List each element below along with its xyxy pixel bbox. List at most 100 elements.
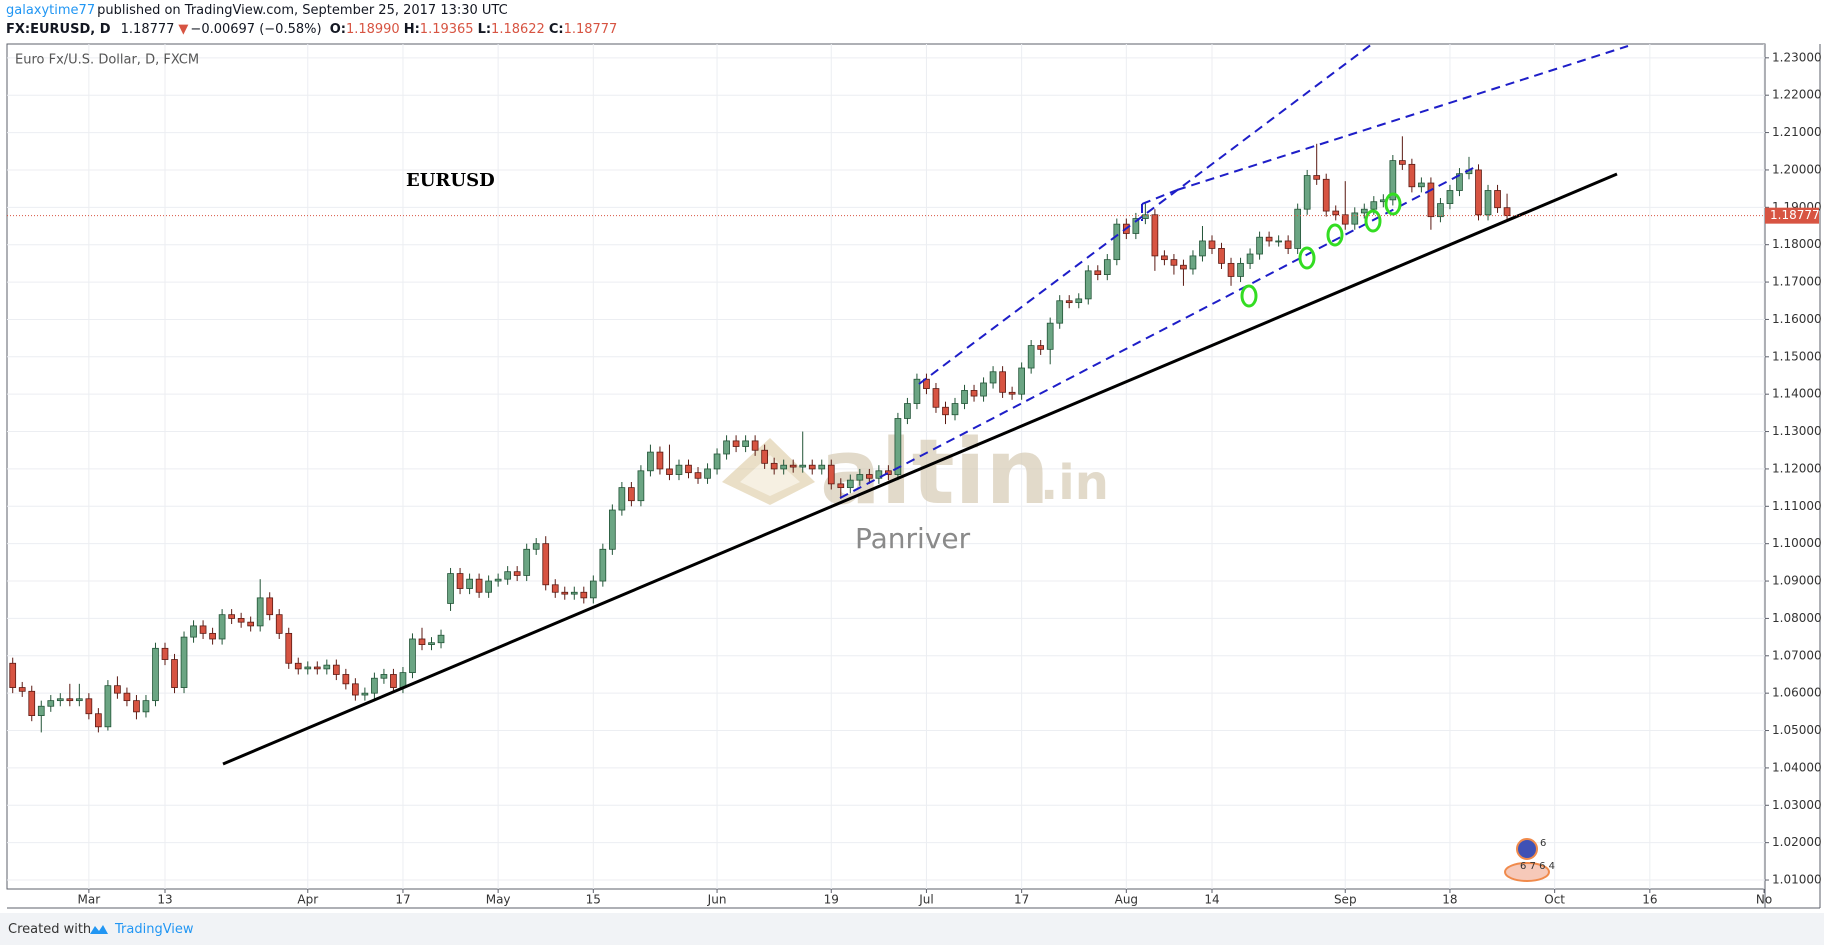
candle-body: [1151, 214, 1159, 257]
candle-body: [894, 418, 902, 475]
candle-body: [37, 705, 45, 716]
ohlc: O:1.18990 H:1.19365 L:1.18622 C:1.18777: [330, 22, 622, 37]
candle-body: [1437, 203, 1444, 218]
footer-brand[interactable]: TradingView: [115, 922, 194, 937]
candle-body: [513, 571, 521, 576]
x-tick-label: 18: [1442, 893, 1457, 907]
x-tick-label: 13: [157, 893, 172, 907]
candle-body: [1199, 240, 1206, 257]
candle-body: [114, 685, 121, 694]
candle-body: [761, 449, 768, 464]
candle-body: [304, 666, 312, 670]
touch-circle: [1326, 223, 1344, 247]
candle-body: [152, 647, 159, 702]
author[interactable]: galaxytime77: [6, 3, 96, 18]
y-tick-label: 1.04000: [1772, 760, 1822, 774]
candle-body: [218, 614, 226, 640]
candle-body: [999, 371, 1006, 393]
candle-body: [751, 440, 759, 451]
candle-body: [675, 464, 683, 475]
candle-body: [1389, 160, 1397, 201]
watermark-suffix: .in: [1040, 455, 1109, 511]
touch-circle: [1384, 192, 1402, 216]
candle-body: [637, 470, 645, 502]
candle-body: [104, 685, 112, 728]
candle-body: [1484, 190, 1492, 216]
candle-body: [1046, 322, 1054, 350]
candle-body: [428, 642, 435, 645]
candle-body: [647, 451, 654, 472]
candle-body: [609, 509, 616, 550]
candle-body: [551, 584, 559, 593]
y-tick-label: 1.01000: [1772, 873, 1822, 887]
candle-body: [399, 672, 407, 688]
candle-body: [618, 487, 626, 511]
x-tick-label: Jun: [707, 893, 727, 907]
candle-body: [808, 464, 816, 470]
candle-body: [1494, 190, 1501, 209]
x-tick-label: 15: [586, 893, 601, 907]
candle-body: [47, 700, 55, 707]
x-tick-label: 19: [824, 893, 839, 907]
candle-body: [418, 638, 426, 645]
x-tick-label: 17: [395, 893, 410, 907]
candle-body: [275, 614, 283, 634]
candle-body: [294, 662, 302, 670]
publish-info: published on TradingView.com, September …: [97, 3, 508, 18]
candle-body: [827, 464, 835, 485]
candle-body: [628, 487, 635, 502]
candle-body: [123, 692, 131, 702]
y-tick-label: 1.17000: [1772, 275, 1822, 289]
candle-body: [580, 591, 588, 599]
footer-created: Created with: [8, 922, 92, 937]
candle-body: [1218, 248, 1225, 264]
candle-body: [1056, 300, 1064, 324]
candle-body: [161, 647, 169, 660]
candle-body: [989, 371, 997, 384]
candle-body: [171, 659, 178, 688]
candle-body: [561, 591, 569, 595]
y-tick-label: 1.23000: [1772, 50, 1822, 64]
candle-body: [980, 382, 987, 397]
candle-body: [666, 468, 673, 475]
candle-body: [1008, 391, 1016, 395]
candle-body: [1161, 255, 1168, 261]
candle-body: [1408, 163, 1416, 188]
candle-body: [599, 548, 607, 582]
candle-body: [285, 632, 293, 664]
candles: [9, 136, 1511, 733]
candle-body: [75, 698, 83, 702]
y-tick-label: 1.20000: [1772, 162, 1822, 176]
candle-body: [656, 451, 664, 470]
candle-body: [1132, 218, 1140, 234]
channel-upper: [918, 43, 1373, 385]
change-arrow: ▼: [178, 22, 189, 37]
chart-title: Euro Fx/U.S. Dollar, D, FXCM: [15, 53, 199, 68]
change: −0.00697 (−0.58%): [190, 22, 322, 37]
candle-body: [199, 625, 207, 634]
plot-frame: [6, 43, 1766, 890]
candle-body: [1170, 259, 1178, 266]
channel-wide: [1176, 45, 1629, 191]
ohlc-value: 1.18777: [563, 22, 618, 37]
candle-body: [723, 440, 730, 455]
candle-body: [209, 632, 216, 640]
x-tick-label: Aug: [1115, 893, 1138, 907]
candle-body: [1027, 345, 1035, 369]
candle-body: [66, 698, 74, 702]
candle-body: [485, 580, 492, 593]
y-tick-label: 1.08000: [1772, 611, 1822, 625]
candle-body: [1246, 253, 1254, 264]
candle-body: [437, 634, 445, 644]
candle-body: [1142, 214, 1149, 219]
x-tick-label: 17: [1014, 893, 1029, 907]
candle-body: [1018, 367, 1025, 395]
y-tick-label: 1.11000: [1772, 499, 1822, 513]
candle-body: [352, 683, 359, 696]
y-tick-label: 1.12000: [1772, 461, 1822, 475]
candle-body: [1370, 201, 1378, 210]
candle-body: [951, 403, 959, 416]
x-tick-label: 16: [1642, 893, 1657, 907]
candle-body: [1084, 270, 1092, 300]
